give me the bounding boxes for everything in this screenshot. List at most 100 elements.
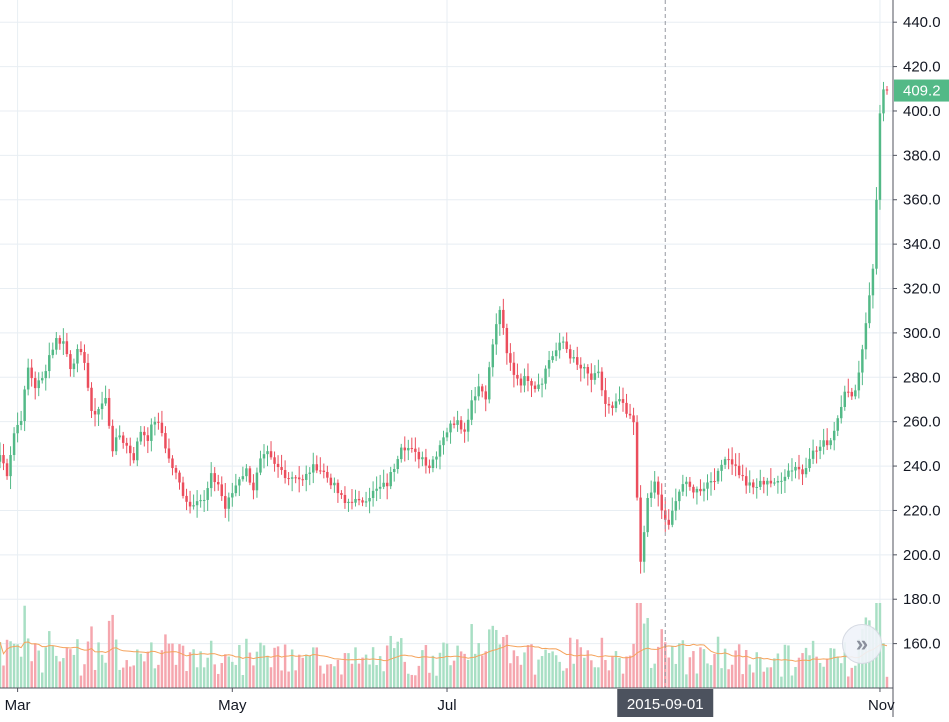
- candle-body: [213, 473, 216, 483]
- candle-body: [26, 367, 30, 390]
- volume-bar: [456, 645, 459, 688]
- volume-bar: [843, 642, 846, 688]
- volume-bar: [734, 650, 737, 688]
- candle-body: [632, 415, 635, 423]
- volume-bar: [801, 653, 804, 688]
- volume-bar: [885, 676, 889, 688]
- volume-bar: [301, 657, 304, 688]
- candle-body: [843, 391, 846, 407]
- candle-body: [526, 376, 530, 381]
- volume-bar: [378, 656, 382, 688]
- volume-bar: [491, 625, 495, 688]
- volume-bar: [554, 655, 558, 688]
- candle-body: [523, 376, 526, 386]
- last-price-badge: [894, 79, 949, 102]
- candle-body: [861, 349, 864, 373]
- candle-body: [280, 467, 283, 471]
- candle-body: [139, 431, 143, 442]
- volume-bar: [818, 662, 822, 688]
- candle-body: [565, 341, 568, 350]
- candle-body: [333, 482, 336, 486]
- candle-body: [653, 481, 656, 493]
- volume-moving-average: [0, 641, 888, 662]
- y-tick-label: 400.0: [903, 103, 941, 120]
- volume-bar: [794, 666, 797, 688]
- candle-body: [808, 458, 811, 469]
- volume-bar: [699, 647, 702, 688]
- volume-bar: [86, 641, 90, 688]
- candle-body: [776, 480, 780, 483]
- candle-body: [762, 480, 766, 485]
- y-tick-label: 380.0: [903, 147, 941, 164]
- y-tick-label: 420.0: [903, 59, 941, 76]
- y-tick-label: 360.0: [903, 192, 941, 209]
- candle-body: [160, 422, 164, 434]
- volume-bar: [350, 663, 354, 688]
- volume-bar: [656, 646, 660, 688]
- x-tick-label: May: [218, 697, 247, 714]
- volume-bar: [107, 620, 111, 688]
- scroll-to-realtime-button[interactable]: »: [842, 624, 882, 664]
- volume-bar: [737, 644, 741, 688]
- candle-body: [385, 482, 389, 487]
- volume-bar: [315, 647, 319, 688]
- volume-bar: [400, 638, 403, 688]
- candle-body: [533, 385, 537, 389]
- candle-body: [727, 459, 730, 461]
- volume-bar: [642, 623, 646, 688]
- volume-bar: [748, 664, 751, 688]
- volume-bar: [421, 650, 424, 688]
- volume-bar: [392, 648, 396, 688]
- candle-body: [276, 463, 280, 468]
- volume-bar: [248, 652, 252, 688]
- volume-bar: [695, 673, 699, 688]
- candle-body: [628, 413, 632, 416]
- volume-bar: [340, 674, 343, 688]
- volume-bar: [752, 672, 755, 688]
- candle-body: [83, 352, 86, 363]
- y-tick-label: 160.0: [903, 636, 941, 653]
- candle-body: [456, 420, 459, 425]
- volume-bar: [502, 636, 505, 688]
- candle-body: [143, 431, 146, 436]
- volume-bar: [227, 656, 231, 688]
- volume-bar: [199, 651, 202, 688]
- candle-body: [171, 458, 174, 469]
- volume-bar: [653, 663, 656, 688]
- candle-body: [400, 447, 403, 460]
- volume-bar: [287, 671, 290, 688]
- x-tick-label: Nov: [868, 697, 895, 714]
- volume-bar: [188, 652, 192, 688]
- candle-body: [185, 495, 188, 502]
- volume-bar: [19, 656, 23, 688]
- candle-body: [424, 457, 428, 466]
- candle-body: [269, 451, 273, 458]
- volume-bar: [660, 629, 663, 688]
- volume-bar: [523, 652, 526, 688]
- candle-body: [832, 430, 836, 441]
- candle-body: [417, 451, 421, 460]
- candle-body: [407, 447, 410, 451]
- volume-bar: [463, 653, 466, 688]
- candle-body: [58, 338, 62, 344]
- candle-body: [822, 440, 825, 447]
- candle-body: [290, 477, 294, 479]
- volume-bar: [811, 640, 815, 688]
- volume-bar: [850, 667, 854, 688]
- candle-body: [195, 501, 199, 506]
- volume-bar: [709, 665, 713, 688]
- candle-body: [621, 399, 625, 403]
- volume-bar: [551, 651, 554, 688]
- candle-body: [273, 457, 276, 464]
- volume-bar: [540, 656, 544, 688]
- y-tick-label: 180.0: [903, 591, 941, 608]
- candle-body: [818, 446, 822, 451]
- candle-body: [797, 466, 801, 470]
- volume-bar: [206, 657, 209, 688]
- candle-body: [649, 492, 653, 499]
- candle-body: [308, 472, 311, 474]
- volume-bar: [600, 637, 604, 688]
- candle-body: [495, 324, 498, 345]
